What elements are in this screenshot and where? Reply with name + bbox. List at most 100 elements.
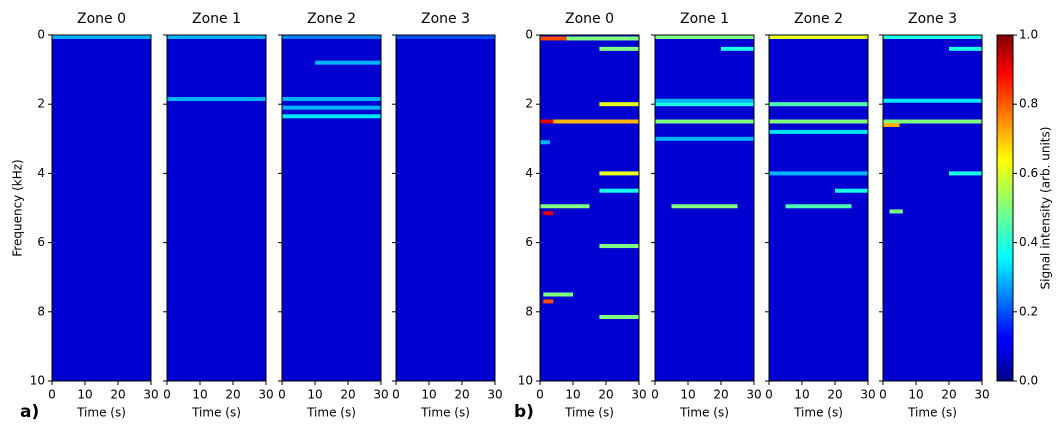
heatmap-background bbox=[167, 35, 266, 381]
x-tick-label: 10 bbox=[565, 388, 580, 402]
spectral-line bbox=[883, 98, 982, 103]
colorbar-label: Signal intensity (arb. units) bbox=[1039, 127, 1053, 290]
x-tick-label: 0 bbox=[879, 388, 887, 402]
x-tick-label: 30 bbox=[974, 388, 989, 402]
spectral-line bbox=[599, 314, 639, 319]
x-tick-label: 20 bbox=[598, 388, 613, 402]
y-tick-label: 10 bbox=[518, 374, 533, 388]
panel-title: Zone 3 bbox=[421, 11, 470, 27]
x-axis-label: Time (s) bbox=[420, 406, 470, 420]
x-tick-label: 30 bbox=[631, 388, 646, 402]
colorbar-tick-label: 0.4 bbox=[1019, 235, 1038, 249]
x-tick-label: 10 bbox=[192, 388, 207, 402]
spectral-line bbox=[543, 211, 554, 216]
y-tick-label: 2 bbox=[525, 97, 533, 111]
x-tick-label: 0 bbox=[392, 388, 400, 402]
x-tick-label: 10 bbox=[307, 388, 322, 402]
spectral-line bbox=[883, 35, 982, 39]
x-tick-label: 30 bbox=[258, 388, 273, 402]
x-tick-label: 30 bbox=[746, 388, 761, 402]
colorbar-tick-label: 0.2 bbox=[1019, 304, 1038, 318]
spectral-line bbox=[785, 204, 852, 209]
panel-frame bbox=[166, 34, 267, 382]
spectral-line bbox=[540, 119, 554, 124]
spectral-line bbox=[655, 136, 754, 141]
panel-frame bbox=[654, 34, 755, 382]
colorbar-tick-label: 1.0 bbox=[1019, 28, 1038, 42]
x-tick-label: 20 bbox=[225, 388, 240, 402]
x-tick-label: 10 bbox=[908, 388, 923, 402]
x-tick-label: 20 bbox=[110, 388, 125, 402]
spectral-line bbox=[282, 105, 381, 110]
x-tick-label: 20 bbox=[827, 388, 842, 402]
heatmap-background bbox=[396, 35, 495, 381]
spectral-line bbox=[769, 102, 868, 107]
x-tick-label: 20 bbox=[340, 388, 355, 402]
panel-title: Zone 1 bbox=[680, 11, 729, 27]
x-tick-label: 10 bbox=[421, 388, 436, 402]
colorbar-tick-label: 0.8 bbox=[1019, 97, 1038, 111]
heatmap-background bbox=[282, 35, 381, 381]
y-tick-label: 6 bbox=[37, 235, 45, 249]
spectral-line bbox=[655, 119, 754, 124]
panel-frame bbox=[539, 34, 640, 382]
x-axis-label: Time (s) bbox=[793, 406, 843, 420]
panel-title: Zone 2 bbox=[794, 11, 843, 27]
x-axis-label: Time (s) bbox=[191, 406, 241, 420]
panel-frame bbox=[768, 34, 869, 382]
spectral-line bbox=[883, 119, 982, 124]
spectral-line bbox=[167, 97, 266, 102]
spectral-line bbox=[315, 60, 381, 65]
spectral-line bbox=[543, 299, 554, 304]
panel-title: Zone 0 bbox=[565, 11, 614, 27]
spectral-line bbox=[599, 188, 639, 193]
spectral-line bbox=[167, 35, 266, 39]
x-tick-label: 20 bbox=[713, 388, 728, 402]
spectral-line bbox=[599, 102, 639, 107]
y-tick-label: 6 bbox=[525, 235, 533, 249]
spectral-line bbox=[599, 46, 639, 51]
spectral-line bbox=[883, 122, 900, 127]
x-tick-label: 0 bbox=[163, 388, 171, 402]
x-tick-label: 0 bbox=[651, 388, 659, 402]
colorbar-tick-label: 0.6 bbox=[1019, 166, 1038, 180]
y-tick-label: 8 bbox=[37, 304, 45, 318]
spectral-line bbox=[540, 119, 639, 124]
spectral-line bbox=[599, 244, 639, 249]
x-tick-label: 0 bbox=[536, 388, 544, 402]
spectral-line bbox=[282, 114, 381, 119]
x-axis-label: Time (s) bbox=[564, 406, 614, 420]
x-tick-label: 20 bbox=[941, 388, 956, 402]
colorbar-tick-label: 0.0 bbox=[1019, 374, 1038, 388]
x-tick-label: 30 bbox=[373, 388, 388, 402]
spectral-line bbox=[769, 129, 868, 134]
x-tick-label: 30 bbox=[487, 388, 502, 402]
spectral-line bbox=[655, 102, 754, 107]
spectral-line bbox=[655, 98, 754, 103]
spectral-line bbox=[769, 35, 868, 39]
x-tick-label: 10 bbox=[77, 388, 92, 402]
spectral-line bbox=[835, 188, 868, 193]
panel-frame bbox=[395, 34, 496, 382]
spectral-line bbox=[540, 140, 550, 145]
x-tick-label: 20 bbox=[454, 388, 469, 402]
spectral-line bbox=[540, 204, 590, 209]
spectral-line bbox=[52, 35, 151, 39]
spectral-line bbox=[949, 171, 982, 176]
spectral-line bbox=[949, 46, 982, 51]
x-tick-label: 10 bbox=[680, 388, 695, 402]
spectral-line bbox=[655, 35, 754, 39]
spectral-line bbox=[599, 171, 639, 176]
spectral-line bbox=[540, 36, 567, 41]
x-tick-label: 30 bbox=[143, 388, 158, 402]
spectral-line bbox=[566, 36, 639, 41]
y-tick-label: 4 bbox=[37, 166, 45, 180]
x-tick-label: 0 bbox=[278, 388, 286, 402]
x-axis-label: Time (s) bbox=[679, 406, 729, 420]
x-axis-label: Time (s) bbox=[907, 406, 957, 420]
spectral-line bbox=[543, 292, 573, 297]
panel-title: Zone 3 bbox=[908, 11, 957, 27]
x-tick-label: 10 bbox=[794, 388, 809, 402]
